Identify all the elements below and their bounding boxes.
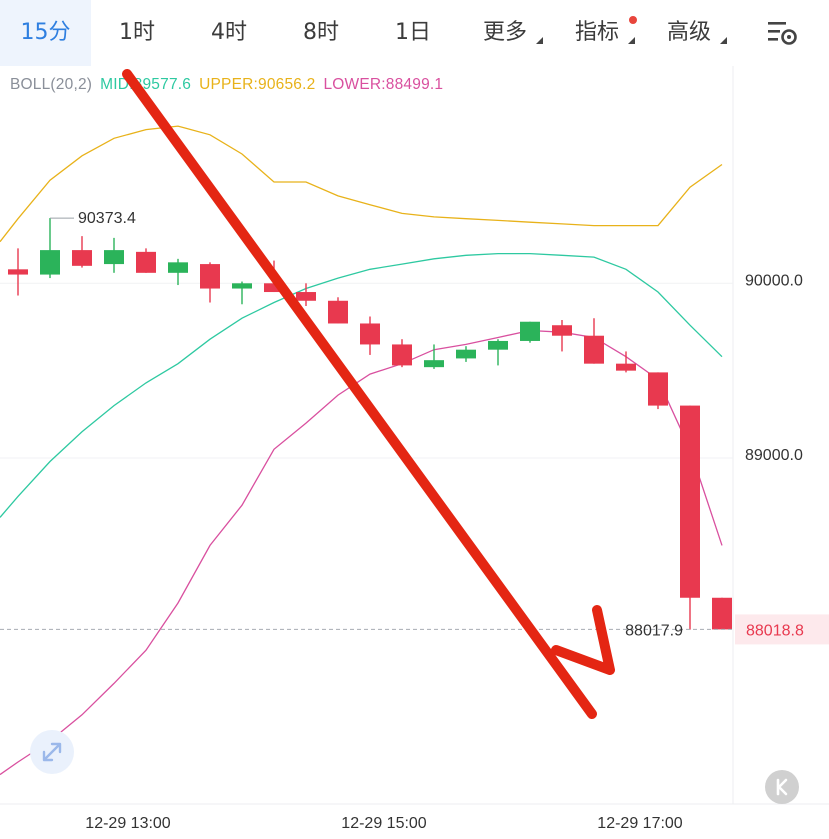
candle-body: [328, 300, 348, 324]
candle-body: [232, 283, 252, 289]
chart-settings-icon[interactable]: [762, 16, 802, 50]
last-price-tag: [735, 614, 829, 645]
candle-body: [40, 250, 60, 275]
candle-body: [168, 262, 188, 273]
y-tick-label: 89000.0: [745, 447, 803, 464]
candle-body: [296, 292, 316, 301]
candlestick-chart[interactable]: 90000.0 89000.0 12-29 13:00 12-29 15:00 12-2…: [0, 66, 829, 839]
boll-mid-line: [0, 252, 723, 518]
collapse-k-icon[interactable]: [765, 770, 799, 804]
candle-body: [104, 250, 124, 265]
boll-mid: MID:89577.6: [100, 76, 192, 93]
candle-body: [8, 269, 28, 275]
boll-name: BOLL(20,2): [10, 76, 93, 93]
y-tick-label: 90000.0: [745, 273, 803, 290]
candle-body: [488, 340, 508, 350]
tab-15min[interactable]: 15分: [0, 0, 91, 66]
candle-body: [392, 344, 412, 366]
tab-8h[interactable]: 8时: [303, 20, 339, 45]
tab-more[interactable]: 更多: [459, 0, 551, 66]
tab-1d[interactable]: 1日: [395, 20, 431, 45]
candle-body: [424, 360, 444, 368]
tab-1h[interactable]: 1时: [119, 20, 155, 45]
dropdown-caret-icon: [628, 37, 635, 44]
boll-upper: UPPER:90656.2: [199, 76, 316, 93]
trend-arrow-head: [551, 605, 615, 675]
candle-body: [200, 264, 220, 289]
candle-body: [456, 349, 476, 359]
candle-body: [584, 335, 604, 364]
x-tick-label: 12-29 13:00: [85, 815, 171, 832]
high-price-label: 90373.4: [78, 210, 136, 227]
candle-body: [520, 321, 540, 341]
x-tick-label: 12-29 17:00: [597, 815, 683, 832]
last-price-label: 88018.8: [746, 622, 804, 639]
dropdown-caret-icon: [536, 37, 543, 44]
expand-icon[interactable]: [30, 730, 74, 774]
timeframe-tabbar: 15分 1时 4时 8时 1日 更多 指标 高级: [0, 0, 829, 66]
candle-body: [136, 251, 156, 273]
boll-legend: BOLL(20,2) MID:89577.6 UPPER:90656.2 LOWER:…: [10, 76, 451, 94]
tab-indicators[interactable]: 指标: [551, 0, 643, 66]
boll-lower: LOWER:88499.1: [323, 76, 444, 93]
candle-body: [648, 372, 668, 406]
candle-body: [552, 325, 572, 336]
notification-dot: [629, 16, 637, 24]
candle-body: [680, 405, 700, 598]
low-price-label: 88017.9: [625, 622, 683, 639]
candle-body: [264, 283, 284, 293]
tab-advanced[interactable]: 高级: [643, 0, 735, 66]
candle-body: [360, 323, 380, 345]
candle-body: [72, 250, 92, 266]
x-tick-label: 12-29 15:00: [341, 815, 427, 832]
boll-upper-line: [0, 125, 723, 243]
trend-arrow-shaft: [122, 69, 597, 719]
dropdown-caret-icon: [720, 37, 727, 44]
candle-body: [616, 363, 636, 371]
tab-4h[interactable]: 4时: [211, 20, 247, 45]
candle-body: [712, 597, 732, 630]
